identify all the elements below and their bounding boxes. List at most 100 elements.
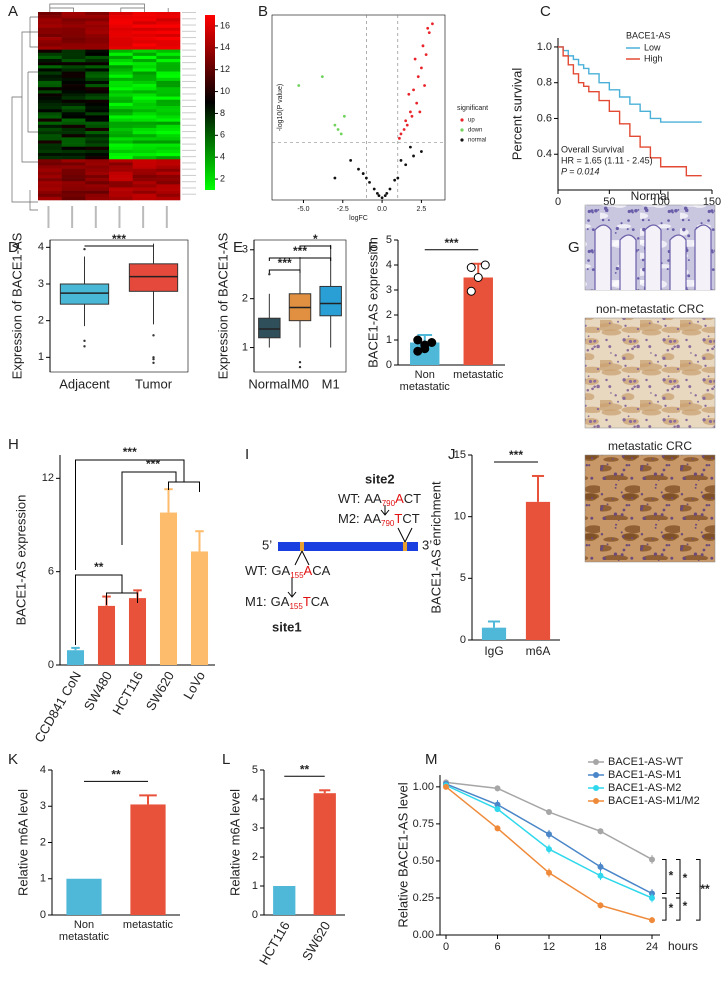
legend-label: BACE1-AS-M1/M2 [608, 795, 700, 807]
heatmap-cell [156, 15, 181, 19]
data-point [473, 273, 483, 282]
heatmap-cell [109, 124, 133, 129]
y-tick-label: 15 [454, 449, 466, 461]
heatmap-cell [109, 134, 133, 138]
point [357, 167, 360, 171]
point [399, 158, 403, 162]
heatmap-cell [156, 74, 181, 79]
heatmap-cell [156, 109, 181, 113]
heatmap-cell [38, 18, 62, 22]
heatmap-cell [38, 121, 62, 126]
heatmap-cell [156, 37, 181, 41]
row-label [182, 12, 196, 13]
heatmap-cell [38, 127, 62, 132]
x-axis-label: hours [668, 939, 698, 953]
heatmap-cell [38, 181, 62, 185]
heatmap-cell [156, 30, 181, 35]
outlier [298, 365, 302, 369]
legend-marker [460, 138, 464, 142]
x-tick-label: CCD841 CoN [31, 669, 84, 745]
heatmap-cell [156, 143, 181, 148]
heatmap-cell [38, 90, 62, 94]
heatmap-cell [85, 181, 110, 185]
heatmap-cell [109, 162, 133, 166]
x-tick-label: 6 [494, 941, 500, 953]
sequence-label: WT: [245, 563, 267, 578]
heatmap-cell [109, 171, 133, 176]
bar [66, 650, 85, 665]
panel-label: E [233, 239, 243, 256]
heatmap-cell [61, 77, 86, 82]
row-label [182, 80, 196, 82]
heatmap-cell [132, 80, 157, 85]
bar [481, 627, 507, 640]
heatmap-cell [61, 62, 86, 66]
outlier [268, 273, 271, 276]
significance-label: *** [444, 236, 458, 250]
sequence-bases: CT [402, 511, 419, 526]
point [420, 150, 423, 153]
significance-bracket [676, 858, 681, 899]
row-label [182, 43, 196, 45]
point [342, 114, 346, 118]
bar [525, 501, 551, 640]
legend-label: normal [468, 138, 486, 144]
heatmap-cell [61, 127, 86, 132]
legend-marker [593, 798, 599, 804]
heatmap-cell [109, 137, 133, 141]
heatmap-cell [38, 171, 62, 176]
heatmap-cell [109, 102, 133, 107]
heatmap-cell [38, 99, 62, 104]
heatmap-cell [156, 134, 181, 138]
heatmap-cell [38, 149, 62, 154]
heatmap-cell [85, 187, 110, 191]
heatmap-cell [38, 140, 62, 144]
column-label [165, 206, 168, 228]
heatmap-cell [132, 99, 157, 104]
heatmap-cell [132, 84, 157, 88]
heatmap-cell [132, 18, 157, 22]
heatmap-cell [38, 174, 62, 179]
y-tick-label: 1.0 [537, 41, 552, 53]
heatmap-cell [132, 65, 157, 69]
sequence-site: T [303, 594, 311, 609]
heatmap-cell [38, 80, 62, 85]
heatmap-cell [38, 165, 62, 169]
bar [128, 598, 147, 665]
outlier [152, 361, 155, 365]
heatmap-cell [132, 37, 157, 41]
point [380, 196, 384, 200]
heatmap-cell [109, 109, 133, 113]
heatmap-cell [156, 71, 181, 75]
sequence-label: M1: [245, 594, 267, 609]
heatmap-cell [38, 106, 62, 110]
heatmap-cell [132, 181, 157, 185]
heatmap-cell [38, 27, 62, 32]
point [399, 132, 403, 136]
heatmap-cell [132, 149, 157, 154]
heatmap-cell [61, 15, 86, 19]
heatmap-cell [38, 74, 62, 79]
y-tick-label: 0.25 [413, 892, 434, 904]
heatmap-cell [109, 49, 133, 54]
heatmap-cell [61, 12, 86, 16]
heatmap-cell [156, 159, 181, 163]
heatmap-cell [109, 84, 133, 88]
heatmap-cell [61, 190, 86, 195]
x-tick-label: 24 [646, 941, 658, 953]
row-label [182, 187, 196, 189]
heatmap-cell [38, 137, 62, 141]
sequence-site: A [395, 491, 404, 506]
row-label [182, 55, 196, 57]
heatmap-cell [132, 40, 157, 44]
bar [97, 605, 116, 665]
panel-label: G [568, 239, 580, 256]
heatmap-cell [109, 146, 133, 151]
heatmap-cell [61, 134, 86, 138]
heatmap-cell [132, 74, 157, 79]
heatmap-cell [61, 140, 86, 144]
heatmap-cell [85, 118, 110, 122]
heatmap-cell [61, 68, 86, 72]
heatmap-cell [85, 143, 110, 148]
heatmap-cell [61, 153, 86, 157]
